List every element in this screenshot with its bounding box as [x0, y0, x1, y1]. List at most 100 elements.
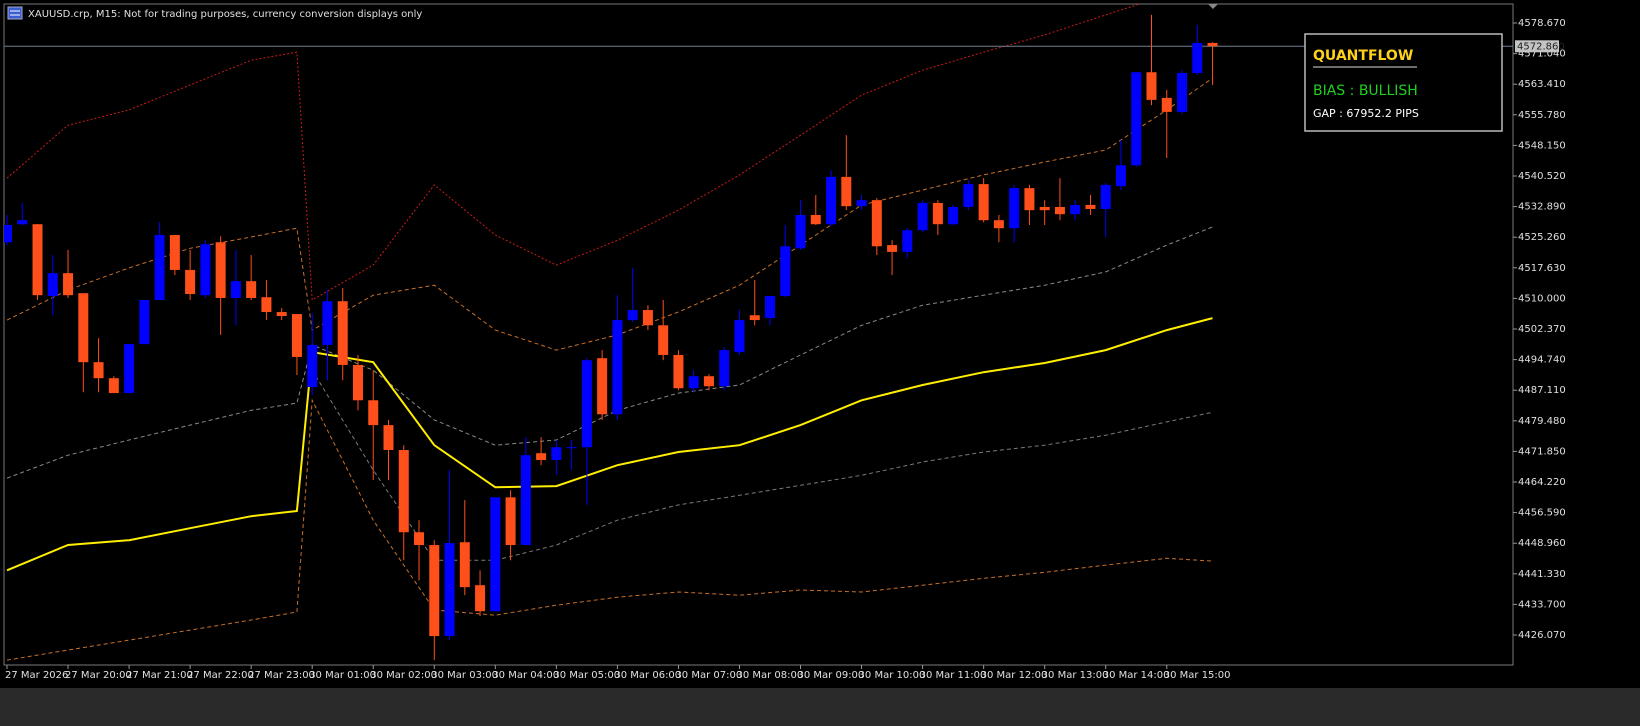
y-tick-label: 4464.220 — [1518, 477, 1566, 488]
x-tick-label: 30 Mar 09:00 — [798, 670, 865, 681]
y-tick-label: 4448.960 — [1518, 538, 1566, 549]
price-label-box — [1515, 40, 1559, 53]
candle-body — [612, 320, 623, 415]
candle-body — [1024, 188, 1035, 211]
candle-body — [673, 354, 684, 389]
candle-body — [93, 362, 104, 379]
x-tick-label: 30 Mar 14:00 — [1103, 670, 1170, 681]
candle-body — [200, 244, 211, 296]
candle-body — [749, 315, 760, 321]
candle-body — [642, 310, 653, 326]
chart-title: XAUUSD.crp, M15: Not for trading purpose… — [28, 9, 422, 20]
candle-body — [63, 273, 74, 296]
x-tick-label: 30 Mar 07:00 — [675, 670, 742, 681]
x-tick-label: 30 Mar 03:00 — [431, 670, 498, 681]
candle-body — [658, 325, 669, 355]
x-tick-label: 30 Mar 11:00 — [920, 670, 987, 681]
x-tick-label: 27 Mar 22:00 — [187, 670, 254, 681]
candle-body — [215, 242, 226, 299]
x-tick-label: 30 Mar 15:00 — [1164, 670, 1231, 681]
candle-body — [261, 297, 272, 313]
candle-body — [1009, 188, 1020, 229]
y-tick-label: 4578.670 — [1518, 18, 1566, 29]
x-tick-label: 27 Mar 23:00 — [248, 670, 315, 681]
candle-body — [337, 301, 348, 365]
candle-body — [566, 447, 577, 449]
y-tick-label: 4555.780 — [1518, 110, 1566, 121]
candle-body — [78, 293, 89, 363]
candle-body — [139, 300, 150, 345]
panel-gap: GAP : 67952.2 PIPS — [1313, 107, 1419, 120]
candle-body — [597, 358, 608, 415]
candle-body — [459, 542, 470, 588]
candle-body — [368, 400, 379, 426]
info-panel — [1304, 33, 1503, 132]
plot-area — [4, 4, 1513, 661]
candle-body — [856, 200, 867, 207]
x-tick-label: 30 Mar 02:00 — [370, 670, 437, 681]
candle-body — [887, 245, 898, 252]
x-tick-label: 30 Mar 01:00 — [309, 670, 376, 681]
x-tick-label: 30 Mar 13:00 — [1042, 670, 1109, 681]
x-tick-label: 27 Mar 20:00 — [65, 670, 132, 681]
y-tick-label: 4525.260 — [1518, 232, 1566, 243]
candle-body — [398, 449, 409, 533]
candle-body — [4, 225, 12, 243]
candle-body — [963, 184, 974, 207]
y-tick-label: 4540.520 — [1518, 171, 1566, 182]
plot-frame — [3, 3, 1514, 666]
candle-body — [871, 200, 882, 247]
y-tick-label: 4571.040 — [1518, 49, 1566, 60]
y-tick-label: 4433.700 — [1518, 599, 1566, 610]
candle-body — [352, 364, 363, 401]
x-tick-label: 30 Mar 12:00 — [981, 670, 1048, 681]
y-tick-label: 4494.740 — [1518, 355, 1566, 366]
panel-bias: BIAS : BULLISH — [1313, 83, 1418, 99]
candle-body — [917, 202, 928, 231]
candle-body — [902, 230, 913, 252]
candle-body — [124, 344, 135, 394]
candle-body — [765, 295, 775, 319]
candle-body — [32, 224, 43, 296]
candle-body — [383, 425, 394, 450]
candle-body — [154, 235, 165, 301]
candle-body — [795, 214, 806, 249]
candle-body — [246, 281, 257, 299]
candle-body — [551, 447, 562, 461]
candle-body — [810, 214, 821, 225]
symbol-icon — [7, 6, 23, 20]
tab-strip — [0, 688, 1640, 726]
y-tick-label: 4471.850 — [1518, 446, 1566, 457]
candle-body — [703, 376, 714, 387]
candle-body — [1054, 206, 1065, 215]
y-tick-label: 4456.590 — [1518, 508, 1566, 519]
candle-body — [1161, 97, 1172, 112]
candle-body — [536, 453, 547, 461]
y-tick-label: 4479.480 — [1518, 416, 1566, 427]
x-tick-label: 30 Mar 10:00 — [859, 670, 926, 681]
candle-body — [1085, 204, 1096, 209]
candle-body — [169, 235, 180, 270]
indicator-line — [6, 4, 1142, 301]
candle-body — [948, 206, 959, 225]
candle-body — [414, 532, 425, 546]
candle-body — [780, 246, 791, 296]
candle-body — [993, 220, 1004, 229]
candle-body — [490, 497, 501, 612]
y-tick-label: 4487.110 — [1518, 385, 1566, 396]
candle-body — [1131, 72, 1142, 166]
candle-body — [581, 360, 592, 448]
panel-title: QUANTFLOW — [1313, 48, 1413, 64]
indicator-line — [6, 77, 1213, 351]
y-tick-label: 4510.000 — [1518, 293, 1566, 304]
candle-body — [1070, 204, 1081, 215]
y-tick-label: 4502.370 — [1518, 324, 1566, 335]
candle-body — [841, 176, 852, 207]
candle-body — [932, 202, 943, 225]
x-tick-label: 27 Mar 21:00 — [126, 670, 193, 681]
candle-body — [826, 176, 837, 225]
x-tick-label: 30 Mar 06:00 — [614, 670, 681, 681]
candle-body — [1146, 72, 1157, 100]
candle-body — [185, 269, 196, 294]
candle-body — [734, 320, 745, 353]
